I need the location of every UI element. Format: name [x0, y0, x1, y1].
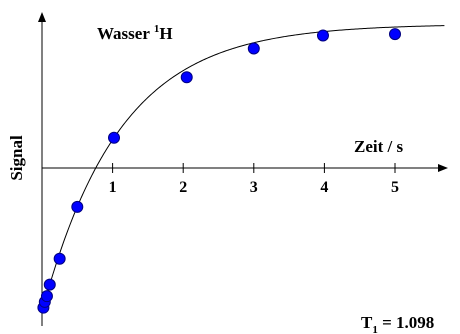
y-axis-arrow [38, 12, 46, 22]
axes [38, 12, 448, 326]
y-axis-label: Signal [7, 135, 26, 181]
fit-curve [41, 25, 445, 313]
data-point [316, 29, 329, 42]
data-point [389, 28, 401, 41]
data-point [43, 278, 56, 291]
x-axis-arrow [438, 164, 448, 172]
x-tick-label: 1 [109, 179, 117, 196]
x-tick-label: 3 [250, 179, 258, 196]
data-point [40, 290, 53, 303]
x-ticks: 1 2 3 4 5 [109, 163, 399, 196]
data-points [37, 28, 401, 314]
data-point [71, 200, 84, 213]
data-point [247, 42, 260, 55]
x-tick-label: 4 [320, 179, 328, 196]
x-tick-label: 2 [179, 179, 187, 196]
data-point [53, 252, 66, 265]
t1-annotation: T1 = 1.098 [361, 313, 434, 334]
data-point [180, 71, 193, 84]
data-point [108, 131, 121, 144]
x-axis-label: Zeit / s [354, 137, 403, 156]
chart-title: Wasser 1H [97, 23, 173, 43]
x-tick-label: 5 [391, 179, 399, 196]
